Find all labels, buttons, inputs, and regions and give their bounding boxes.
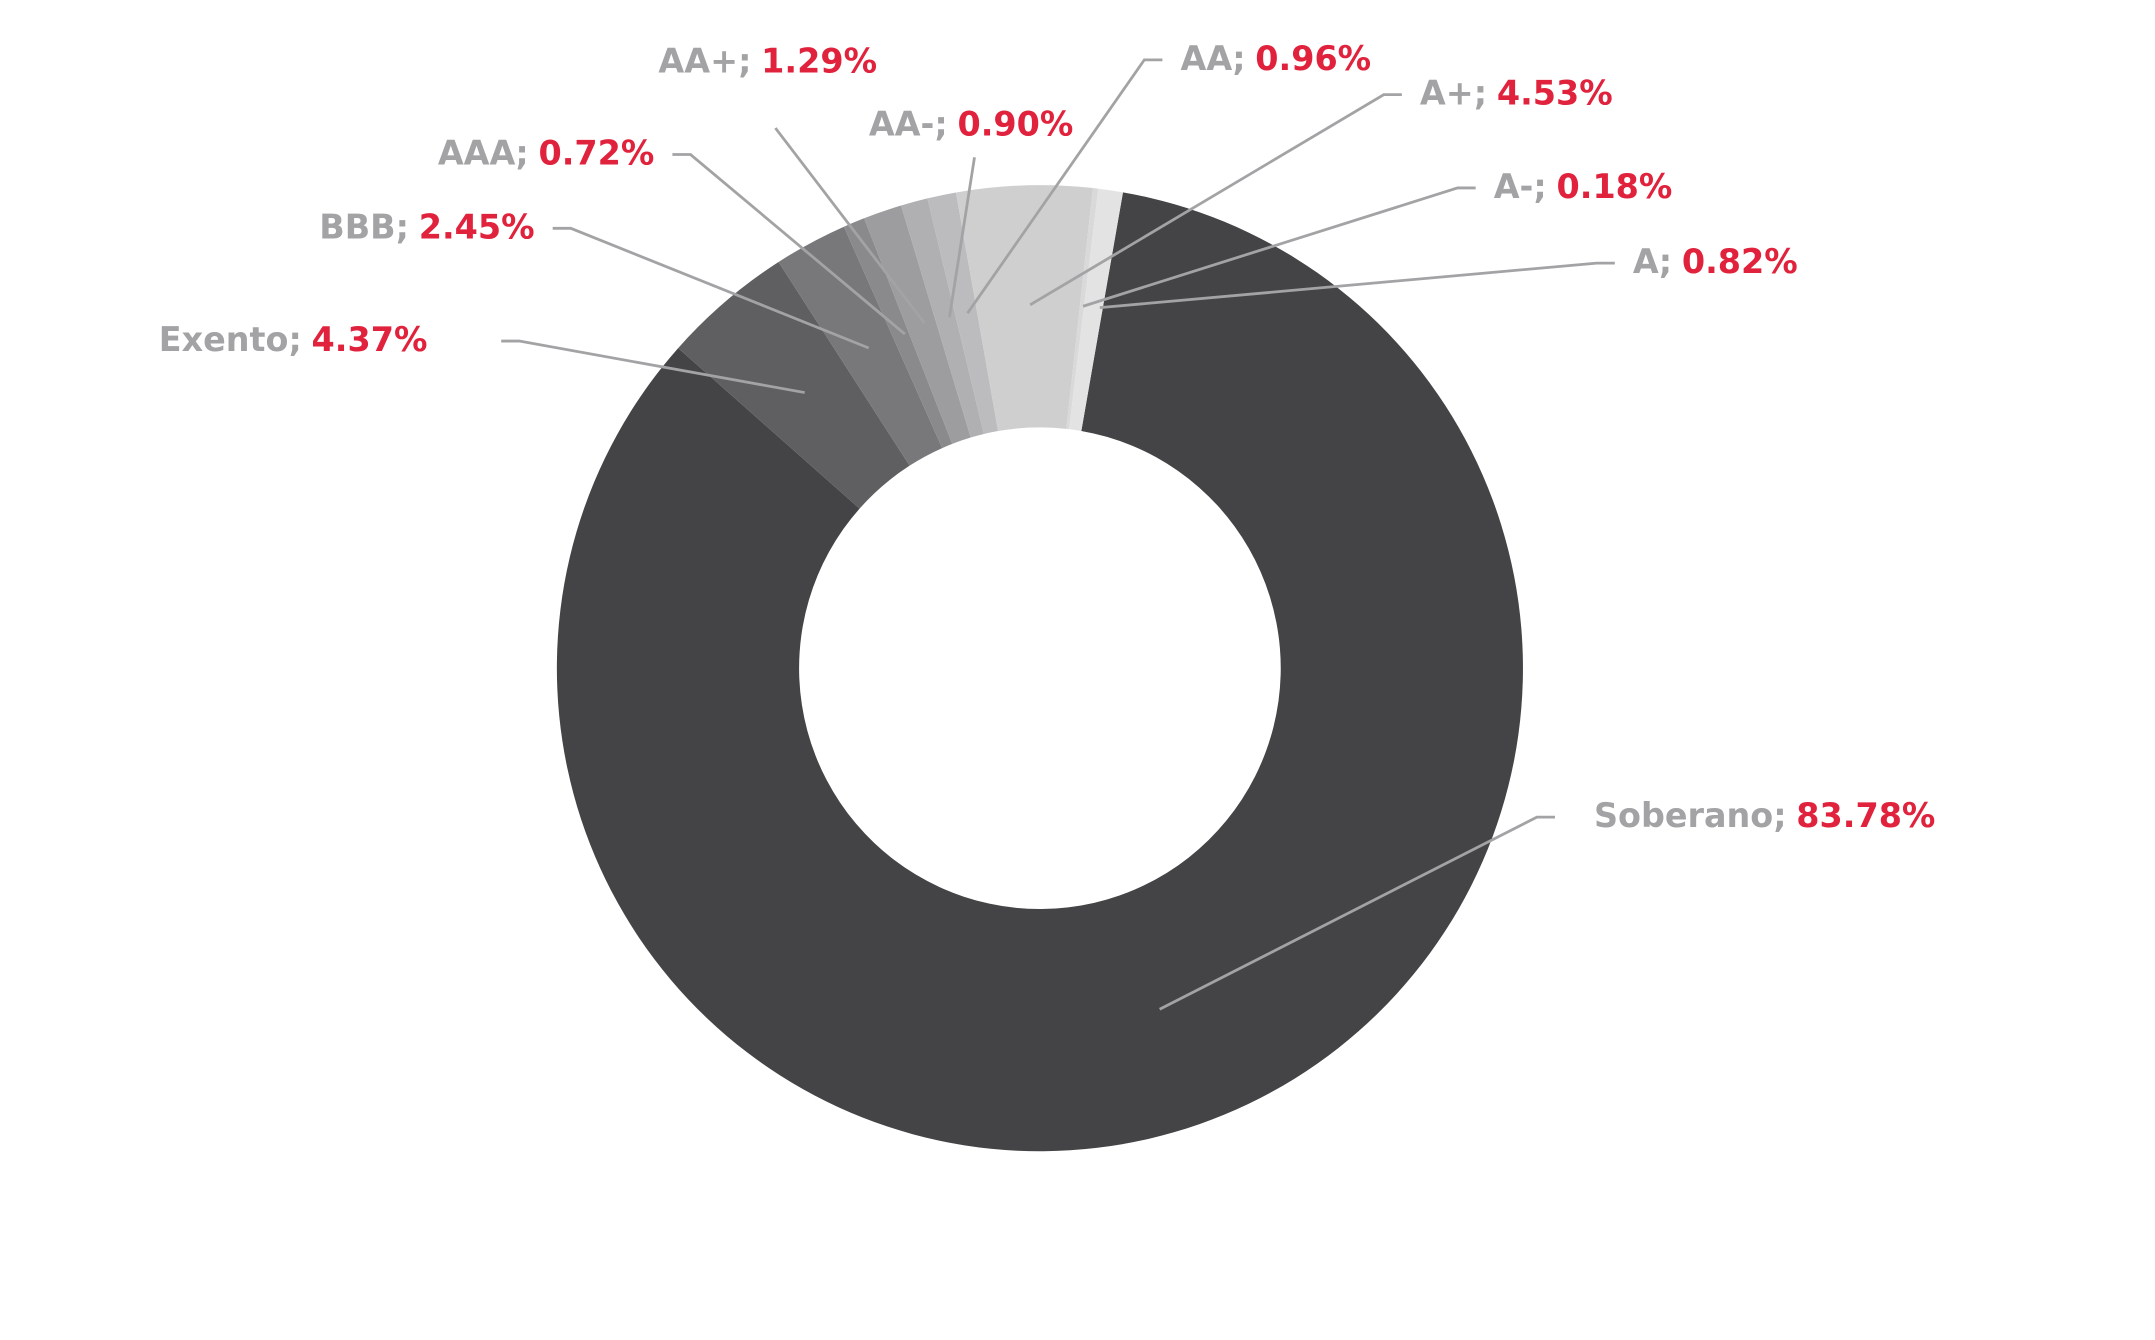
slice-label: BBB; 2.45% <box>319 207 534 246</box>
value-label: 0.96% <box>1255 38 1371 77</box>
label-separator: ; <box>288 320 301 359</box>
slice-label: Soberano; 83.78% <box>1594 796 1935 835</box>
category-name: BBB <box>319 207 395 246</box>
slice-label: A; 0.82% <box>1633 242 1798 281</box>
donut-slice <box>1066 188 1099 430</box>
slice-label: AAA; 0.72% <box>438 133 654 172</box>
leader-line <box>501 339 805 394</box>
value-label: 0.90% <box>957 104 1073 143</box>
leader-line <box>948 157 976 318</box>
label-separator: ; <box>1474 73 1487 112</box>
category-name: A- <box>1494 166 1534 205</box>
category-name: AAA <box>438 133 516 172</box>
category-name: AA+ <box>658 41 738 80</box>
value-label: 1.29% <box>761 41 877 80</box>
leader-line <box>552 226 870 350</box>
donut-slice <box>843 218 953 449</box>
leader-line <box>1099 261 1615 310</box>
value-label: 83.78% <box>1796 796 1935 835</box>
label-separator: ; <box>1232 38 1245 77</box>
donut-slice <box>864 205 971 444</box>
label-separator: ; <box>1659 242 1672 281</box>
label-separator: ; <box>738 41 751 80</box>
slice-label: AA+; 1.29% <box>658 41 877 80</box>
category-name: Exento <box>159 320 289 359</box>
value-label: 0.18% <box>1557 166 1673 205</box>
leader-line <box>966 58 1163 315</box>
category-name: AA <box>1181 38 1233 77</box>
value-label: 2.45% <box>419 207 535 246</box>
leader-line <box>1029 93 1402 307</box>
leader-line <box>774 127 926 324</box>
slice-label: AA; 0.96% <box>1181 38 1372 77</box>
value-label: 0.72% <box>538 133 654 172</box>
donut-slice <box>1069 188 1123 431</box>
donut-slice <box>778 226 943 466</box>
category-name: Soberano <box>1594 796 1773 835</box>
label-separator: ; <box>1773 796 1786 835</box>
donut-slice <box>927 192 999 434</box>
label-separator: ; <box>515 133 528 172</box>
value-label: 4.37% <box>312 320 428 359</box>
leader-line <box>1159 815 1555 1011</box>
category-name: AA- <box>869 104 935 143</box>
value-label: 4.53% <box>1497 73 1613 112</box>
leader-line <box>672 153 906 336</box>
slice-label: A+; 4.53% <box>1420 73 1613 112</box>
value-label: 0.82% <box>1682 242 1798 281</box>
label-separator: ; <box>1533 166 1546 205</box>
slice-label: AA-; 0.90% <box>869 104 1073 143</box>
donut-slice <box>955 185 1093 432</box>
donut-slice <box>556 192 1523 1152</box>
leader-line <box>1082 186 1476 308</box>
donut-slice <box>678 261 910 509</box>
category-name: A+ <box>1420 73 1474 112</box>
label-separator: ; <box>396 207 409 246</box>
slice-label: A-; 0.18% <box>1494 166 1673 205</box>
donut-slice <box>901 198 984 438</box>
slice-label: Exento; 4.37% <box>159 320 428 359</box>
category-name: A <box>1633 242 1659 281</box>
label-separator: ; <box>934 104 947 143</box>
